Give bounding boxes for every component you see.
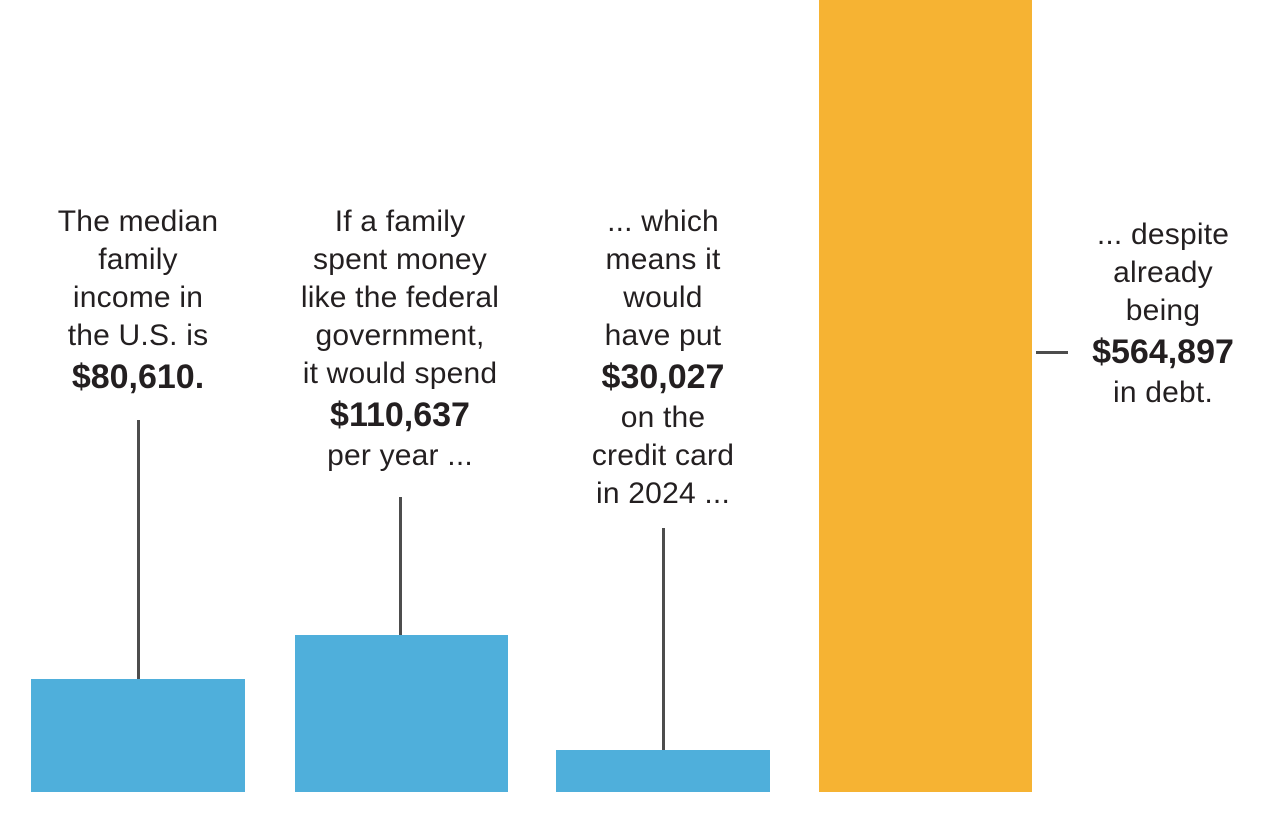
- annotation-line: the U.S. is: [67, 319, 209, 352]
- annotation-amount: $30,027: [601, 358, 725, 396]
- annotation-line: If a family: [334, 205, 466, 238]
- annotation-amount: $110,637: [330, 396, 470, 434]
- annotation-credit-card: ... which means it would have put $30,02…: [553, 203, 773, 513]
- leader-line-income: [137, 420, 140, 679]
- annotation-line: on the: [620, 401, 706, 434]
- leader-line-govt-spending: [399, 497, 402, 635]
- annotation-line: in 2024 ...: [596, 477, 730, 510]
- annotation-line: being: [1125, 294, 1201, 327]
- annotation-line: per year ...: [327, 439, 473, 472]
- annotation-line: it would spend: [302, 357, 498, 390]
- annotation-line: credit card: [591, 439, 735, 472]
- leader-line-debt: [1036, 351, 1068, 354]
- leader-line-credit-card: [662, 528, 665, 750]
- annotation-line: like the federal: [300, 281, 500, 314]
- bar-existing-debt: [819, 0, 1032, 792]
- bar-median-income: [31, 679, 245, 792]
- annotation-govt-spending: If a family spent money like the federal…: [268, 203, 532, 475]
- annotation-median-income: The median family income in the U.S. is …: [28, 203, 248, 399]
- annotation-line: spent money: [313, 243, 487, 276]
- annotation-line: family: [98, 243, 178, 276]
- annotation-line: The median: [57, 205, 219, 238]
- annotation-line: ... which: [607, 205, 719, 238]
- annotation-line: government,: [315, 319, 485, 352]
- annotation-amount: $564,897: [1092, 333, 1234, 371]
- annotation-line: would: [623, 281, 703, 314]
- annotation-amount: $80,610.: [71, 358, 205, 396]
- annotation-line: means it: [605, 243, 721, 276]
- annotation-line: income in: [72, 281, 204, 314]
- annotation-line: in debt.: [1112, 376, 1213, 409]
- annotation-existing-debt: ... despite already being $564,897 in de…: [1053, 216, 1273, 412]
- annotation-line: ... despite: [1096, 218, 1230, 251]
- bar-credit-card: [556, 750, 770, 792]
- bar-govt-spending: [295, 635, 508, 792]
- annotation-line: already: [1113, 256, 1213, 289]
- annotation-line: have put: [604, 319, 722, 352]
